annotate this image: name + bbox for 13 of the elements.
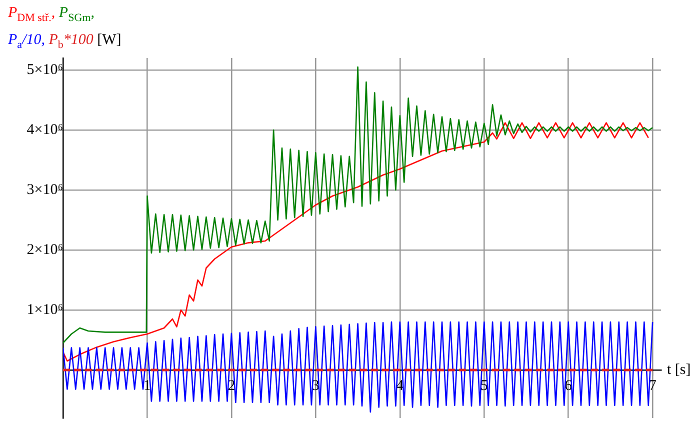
text: P$_{b}$*100 [48,32,94,51]
y-tick-label: 5×10⁶ [26,62,63,78]
y-tick-label: 1×10⁶ [26,302,63,318]
x-tick-label: 1 [143,378,151,394]
text: P$_{DM stř.}$, [8,5,56,24]
y-tick-label: 2×10⁶ [26,242,63,258]
y-tick-label: 3×10⁶ [26,182,63,198]
x-axis-title: t [s] [667,362,691,378]
text: P$_{SGm}$, [58,5,94,24]
x-tick-label: 7 [648,378,657,394]
y-axis-title: [W] [97,32,122,48]
y-tick-label: 4×10⁶ [26,122,63,138]
text: P$_{a}$/10, [8,32,45,51]
